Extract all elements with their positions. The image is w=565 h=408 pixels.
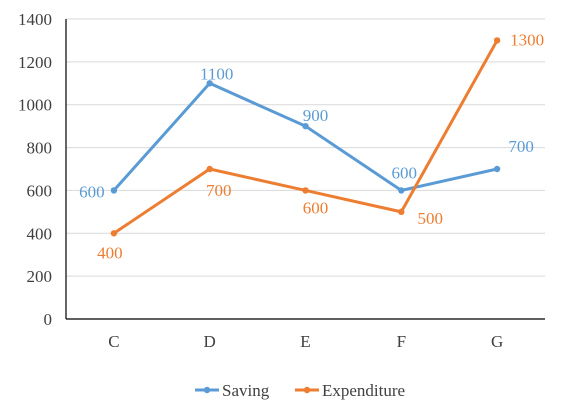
data-label-expenditure: 400	[97, 243, 123, 262]
data-label-saving: 1100	[200, 64, 233, 83]
y-tick-label: 800	[27, 139, 53, 158]
data-label-saving: 600	[79, 182, 105, 201]
y-tick-label: 400	[27, 224, 53, 243]
data-point-expenditure	[302, 187, 309, 194]
y-tick-label: 200	[27, 267, 53, 286]
data-point-expenditure	[398, 208, 405, 216]
legend: Saving Expenditure	[195, 381, 405, 400]
data-point-expenditure	[206, 165, 213, 173]
data-point-saving	[302, 122, 309, 130]
gridlines	[66, 18, 545, 277]
series-line-saving	[112, 81, 499, 192]
data-point-saving	[398, 187, 405, 194]
data-label-saving: 900	[303, 106, 329, 125]
x-tick-label: F	[397, 332, 406, 351]
data-label-expenditure: 700	[206, 181, 232, 200]
y-tick-label: 0	[44, 310, 53, 329]
y-tick-label: 1000	[18, 96, 52, 115]
data-label-saving: 600	[392, 163, 418, 182]
x-tick-label: E	[300, 332, 310, 351]
y-tick-label: 600	[27, 181, 53, 200]
data-label-expenditure: 1300	[510, 30, 544, 49]
data-label-saving: 700	[508, 137, 534, 156]
data-point-saving	[110, 187, 118, 194]
legend-label-expenditure: Expenditure	[322, 381, 405, 400]
x-tick-label: D	[204, 332, 216, 351]
data-point-expenditure	[493, 37, 501, 44]
data-label-expenditure: 600	[303, 198, 329, 217]
data-labels: 600 1100 900 600 700 400 700 600 500 1300	[79, 30, 544, 262]
y-tick-label: 1400	[18, 10, 52, 29]
y-tick-label: 1200	[18, 53, 52, 72]
x-tick-label: G	[491, 332, 503, 351]
data-point-expenditure	[110, 230, 118, 237]
data-point-saving	[493, 165, 501, 173]
x-tick-label: C	[108, 332, 119, 351]
data-label-expenditure: 500	[418, 209, 444, 228]
legend-label-saving: Saving	[222, 381, 270, 400]
axes: 0 200 400 600 800 1000 1200 1400 C D E F G	[18, 10, 545, 351]
legend-marker-saving	[203, 386, 211, 394]
series	[110, 37, 501, 237]
legend-marker-expenditure	[303, 386, 311, 394]
data-point-saving	[206, 80, 213, 87]
